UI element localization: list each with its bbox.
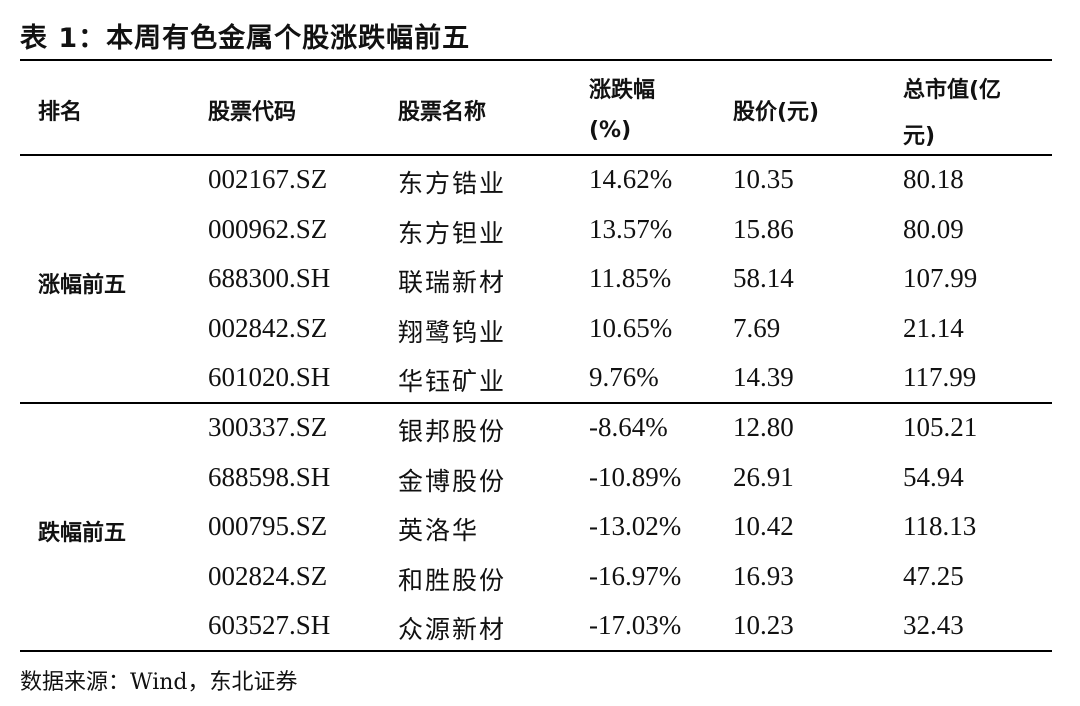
cell-name: 和胜股份 xyxy=(398,565,507,595)
cell-price: 26.91 xyxy=(733,461,794,492)
cell-name: 华钰矿业 xyxy=(398,367,507,397)
group-label: 涨幅前五 xyxy=(38,273,127,299)
cell-mcap: 80.09 xyxy=(903,213,964,244)
cell-name: 银邦股份 xyxy=(398,417,507,446)
bottom-rule xyxy=(20,650,1052,652)
cell-mcap: 118.13 xyxy=(903,511,977,542)
cell-price: 15.86 xyxy=(733,213,794,244)
cell-mcap: 117.99 xyxy=(903,362,977,393)
cell-code: 002842.SZ xyxy=(208,312,328,343)
group-label: 跌幅前五 xyxy=(38,521,127,547)
cell-name: 众源新材 xyxy=(398,615,507,645)
cell-mcap: 105.21 xyxy=(903,412,978,442)
header-change-unit: (%) xyxy=(589,118,632,143)
cell-name: 翔鹭钨业 xyxy=(398,317,507,347)
cell-change: -17.03% xyxy=(589,610,682,641)
header-name: 股票名称 xyxy=(398,100,487,125)
cell-code: 688598.SH xyxy=(208,461,331,492)
cell-price: 10.42 xyxy=(733,511,794,542)
cell-mcap: 80.18 xyxy=(903,164,964,194)
cell-code: 601020.SH xyxy=(208,362,331,393)
header-code: 股票代码 xyxy=(208,100,297,125)
cell-mcap: 107.99 xyxy=(903,263,978,294)
cell-name: 东方锆业 xyxy=(398,169,507,198)
top-rule xyxy=(20,59,1052,61)
cell-price: 14.39 xyxy=(733,362,794,393)
cell-price: 10.35 xyxy=(733,164,794,194)
cell-name: 金博股份 xyxy=(398,466,507,496)
table-title: 表 1：本周有色金属个股涨跌幅前五 xyxy=(20,23,471,54)
source-note: 数据来源：Wind，东北证券 xyxy=(20,670,298,695)
cell-price: 7.69 xyxy=(733,312,781,343)
cell-change: 10.65% xyxy=(589,312,673,343)
header-price: 股价(元) xyxy=(733,100,820,125)
cell-price: 12.80 xyxy=(733,412,794,442)
cell-change: 14.62% xyxy=(589,164,673,194)
cell-code: 002824.SZ xyxy=(208,560,328,591)
cell-name: 联瑞新材 xyxy=(398,268,507,298)
cell-change: -16.97% xyxy=(589,560,682,591)
cell-price: 58.14 xyxy=(733,263,794,294)
header-mcap-unit: 元) xyxy=(903,124,936,149)
header-rule xyxy=(20,154,1052,156)
cell-mcap: 54.94 xyxy=(903,461,964,492)
cell-price: 16.93 xyxy=(733,560,794,591)
cell-change: -10.89% xyxy=(589,461,682,492)
cell-code: 688300.SH xyxy=(208,263,331,294)
cell-code: 000795.SZ xyxy=(208,511,328,542)
cell-mcap: 21.14 xyxy=(903,312,964,343)
cell-mcap: 32.43 xyxy=(903,610,964,641)
cell-change: 9.76% xyxy=(589,362,659,393)
cell-price: 10.23 xyxy=(733,610,794,641)
cell-name: 英洛华 xyxy=(398,516,480,546)
header-mcap: 总市值(亿 xyxy=(903,78,1002,103)
cell-mcap: 47.25 xyxy=(903,560,964,591)
cell-change: 11.85% xyxy=(589,263,672,294)
cell-change: -8.64% xyxy=(589,412,668,442)
cell-code: 603527.SH xyxy=(208,610,331,641)
group-divider xyxy=(20,402,1052,404)
header-change: 涨跌幅 xyxy=(589,78,656,103)
cell-name: 东方钽业 xyxy=(398,218,507,248)
cell-code: 002167.SZ xyxy=(208,164,328,194)
cell-code: 000962.SZ xyxy=(208,213,328,244)
cell-code: 300337.SZ xyxy=(208,412,328,442)
cell-change: -13.02% xyxy=(589,511,682,542)
header-rank: 排名 xyxy=(38,100,83,125)
cell-change: 13.57% xyxy=(589,213,673,244)
